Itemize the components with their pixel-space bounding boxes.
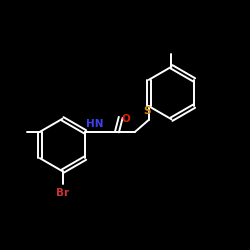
Text: HN: HN xyxy=(86,120,103,130)
Text: O: O xyxy=(122,114,130,124)
Text: S: S xyxy=(144,106,151,117)
Text: Br: Br xyxy=(56,188,69,198)
